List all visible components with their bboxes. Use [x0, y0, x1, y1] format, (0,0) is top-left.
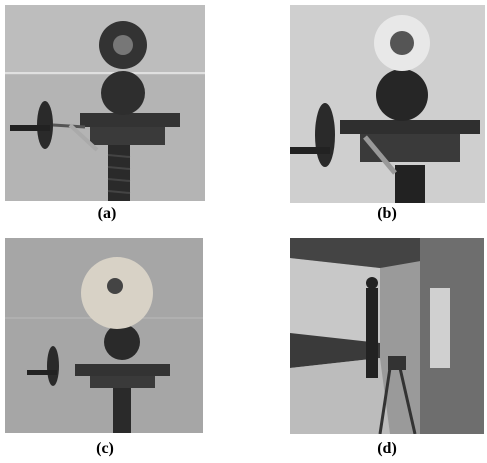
panel-label: (a) [77, 205, 137, 223]
panel-label: (c) [75, 440, 135, 458]
photo-a [5, 5, 205, 201]
photo-b [290, 5, 485, 203]
photo-d [290, 238, 484, 434]
panel-label: (d) [357, 440, 417, 458]
figure: (a) (b) (c) (d) [0, 0, 487, 463]
photo-c [5, 238, 203, 433]
panel-label: (b) [357, 205, 417, 223]
